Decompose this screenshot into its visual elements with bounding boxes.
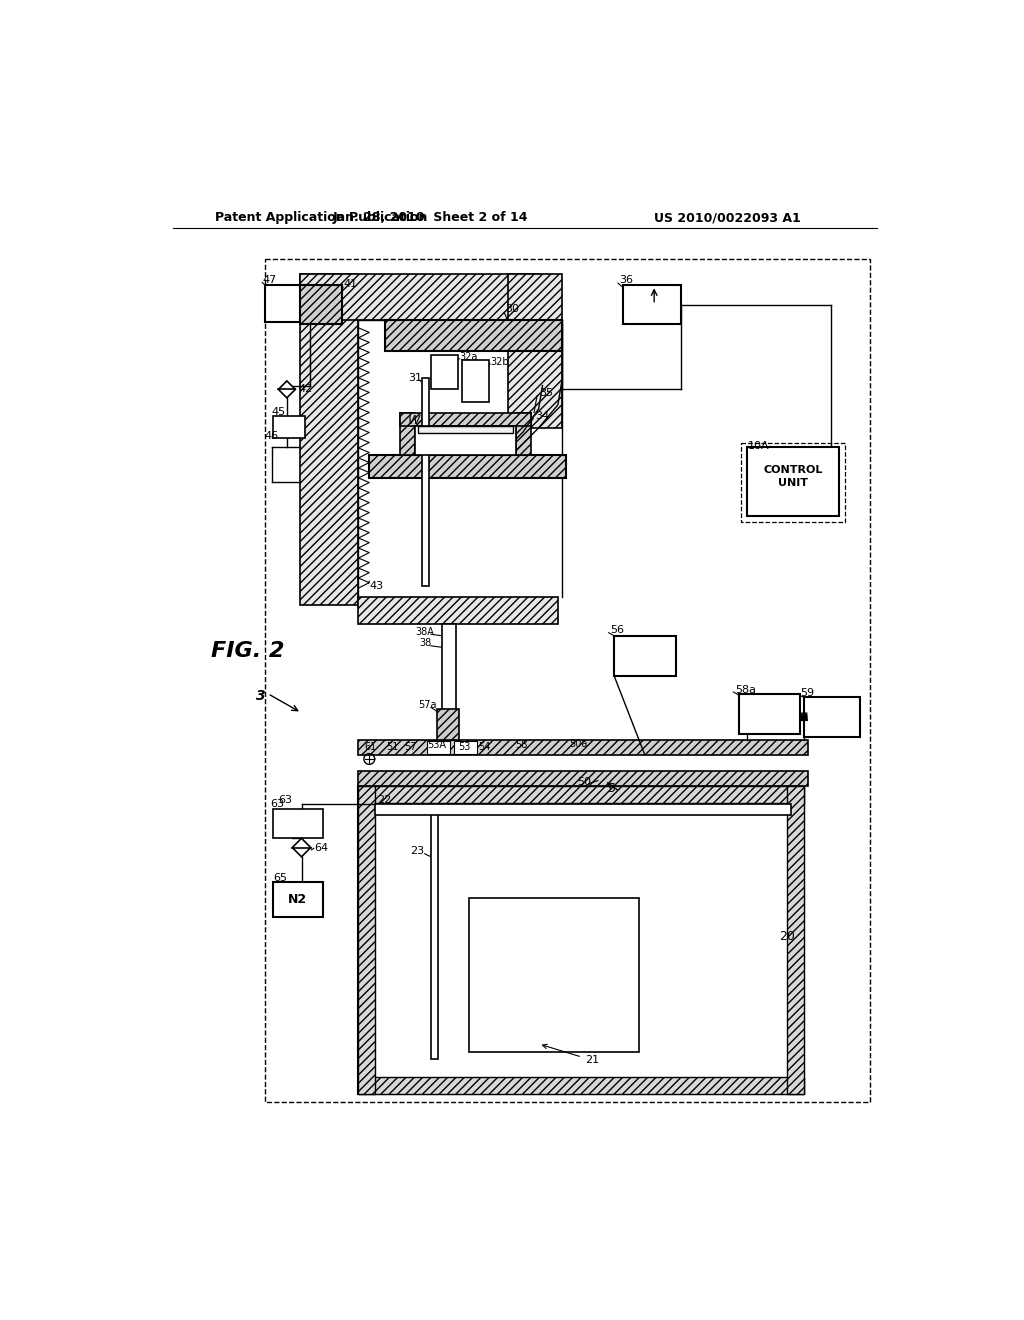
Bar (370, 455, 565, 478)
Bar (357, 597, 558, 624)
Polygon shape (292, 838, 310, 857)
Bar (273, 809, 323, 838)
Polygon shape (279, 381, 295, 397)
Text: 38: 38 (419, 639, 431, 648)
Bar (437, 709, 459, 739)
Bar (300, 285, 342, 323)
Text: 50: 50 (578, 777, 591, 787)
Text: 22: 22 (377, 795, 391, 805)
Bar (515, 413, 531, 455)
Text: 51: 51 (386, 742, 398, 752)
Bar (442, 624, 457, 717)
Bar (746, 447, 839, 516)
Text: 10A: 10A (749, 441, 770, 451)
Text: UNIT: UNIT (778, 478, 808, 488)
Bar (300, 275, 539, 321)
Text: 63: 63 (270, 800, 285, 809)
Bar (431, 805, 438, 1059)
Bar (265, 285, 310, 322)
Text: FIG. 2: FIG. 2 (211, 642, 285, 661)
Text: 45: 45 (271, 407, 286, 417)
Bar (400, 413, 416, 455)
Bar (416, 426, 515, 455)
Bar (787, 785, 804, 1094)
Bar (454, 742, 477, 754)
Text: 34: 34 (536, 412, 550, 421)
Text: 31: 31 (408, 372, 422, 383)
Text: 23: 23 (411, 846, 425, 857)
Bar (422, 378, 429, 586)
Text: 57: 57 (403, 742, 417, 752)
Text: 20: 20 (779, 929, 795, 942)
Bar (431, 355, 458, 389)
Bar (357, 771, 808, 785)
Text: 53: 53 (458, 742, 470, 752)
Bar (357, 785, 804, 1094)
Text: 50a: 50a (569, 739, 588, 748)
Bar (357, 739, 808, 755)
Text: 30: 30 (506, 304, 519, 314)
Text: 47: 47 (262, 275, 276, 285)
Text: 41: 41 (344, 279, 358, 289)
Text: 65: 65 (273, 874, 287, 883)
Text: 35: 35 (540, 388, 553, 399)
Text: Jan. 28, 2010  Sheet 2 of 14: Jan. 28, 2010 Sheet 2 of 14 (333, 211, 528, 224)
Text: 61: 61 (365, 742, 377, 752)
Bar (300, 275, 357, 605)
Bar (357, 785, 375, 1094)
Text: Patent Application Publication: Patent Application Publication (215, 211, 428, 224)
Text: 5: 5 (608, 781, 616, 795)
Text: 58: 58 (515, 741, 528, 750)
Text: 21: 21 (543, 1044, 599, 1065)
Text: 53A: 53A (427, 741, 446, 750)
Bar (804, 697, 860, 738)
Bar (385, 321, 562, 351)
Text: 56: 56 (610, 626, 625, 635)
Bar (357, 785, 804, 803)
Bar (624, 285, 681, 323)
Bar (614, 636, 676, 676)
Text: CONTROL: CONTROL (763, 465, 822, 475)
Bar (469, 898, 639, 1052)
Bar (739, 693, 801, 734)
Text: 63: 63 (279, 795, 293, 805)
Text: W: W (408, 413, 420, 426)
Text: US 2010/0022093 A1: US 2010/0022093 A1 (654, 211, 801, 224)
Bar (508, 275, 562, 428)
Text: 64: 64 (313, 842, 328, 853)
Bar (273, 416, 305, 438)
Text: 32b: 32b (490, 358, 509, 367)
Bar (357, 1077, 804, 1094)
Text: 54: 54 (478, 742, 490, 752)
Text: 59: 59 (801, 688, 814, 698)
Bar (400, 413, 531, 426)
Text: 38A: 38A (416, 627, 434, 638)
Text: 46: 46 (264, 430, 279, 441)
Bar (427, 742, 451, 754)
Bar (462, 360, 488, 403)
Text: 43: 43 (370, 581, 383, 591)
Bar (273, 882, 323, 917)
Text: 32a: 32a (460, 352, 478, 362)
Text: 58a: 58a (735, 685, 756, 694)
Bar (376, 804, 792, 816)
Text: 42: 42 (298, 384, 312, 395)
Text: N2: N2 (288, 894, 307, 907)
Bar (418, 426, 513, 433)
Text: 3: 3 (256, 689, 265, 702)
Text: 36: 36 (620, 275, 634, 285)
Text: 57a: 57a (418, 700, 436, 710)
